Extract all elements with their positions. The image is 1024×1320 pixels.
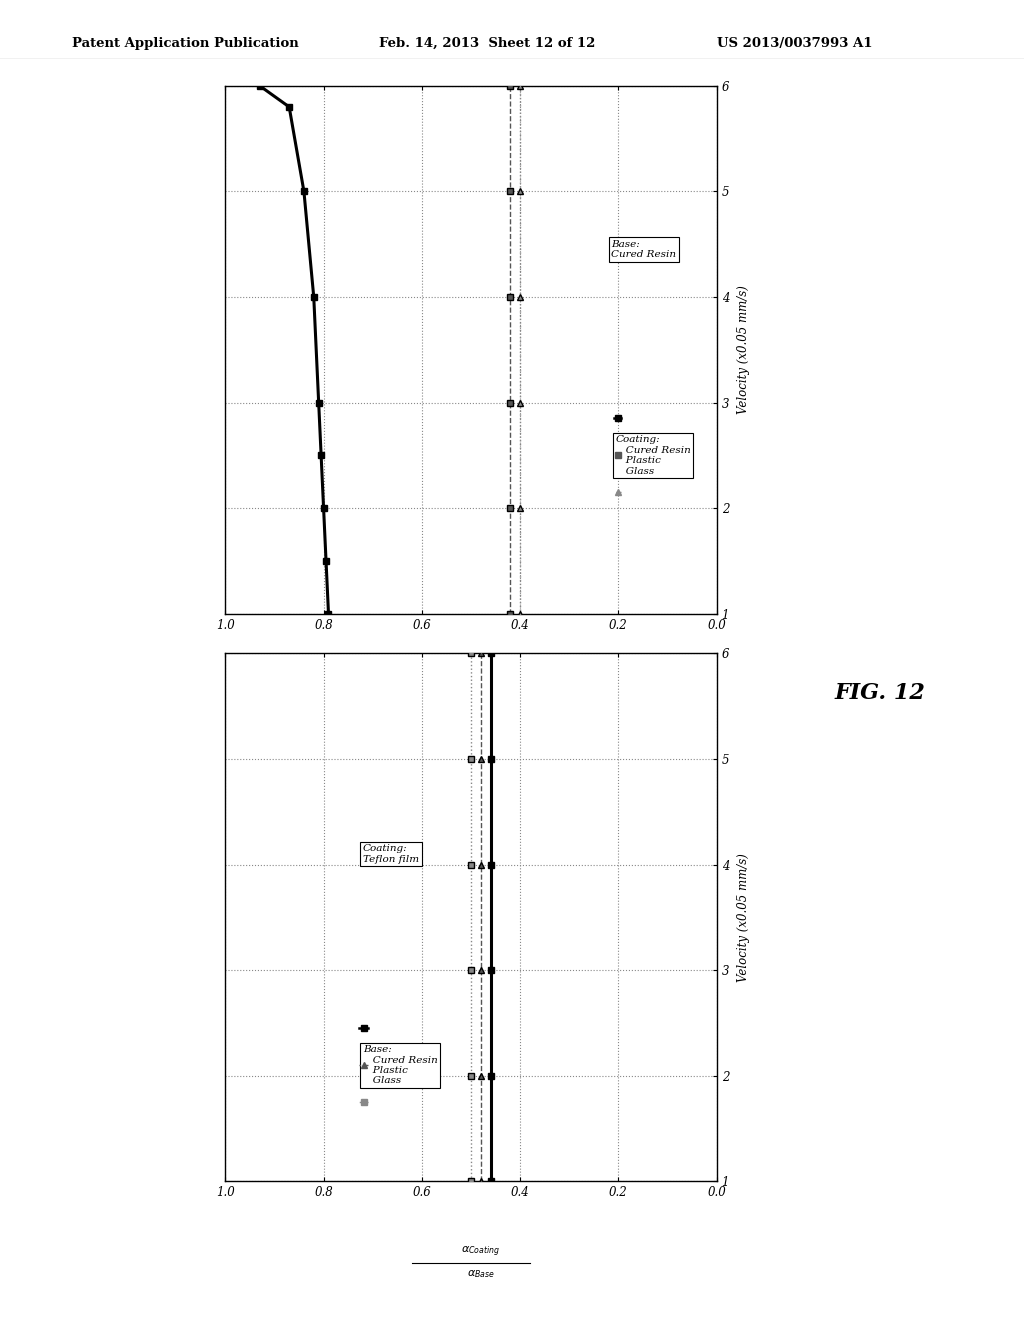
- Text: Base:
   Cured Resin
   Plastic
   Glass: Base: Cured Resin Plastic Glass: [362, 1045, 437, 1085]
- Text: $\alpha_{Coating}$: $\alpha_{Coating}$: [462, 677, 501, 692]
- Y-axis label: Velocity (x0.05 mm/s): Velocity (x0.05 mm/s): [737, 285, 751, 414]
- Text: $\alpha_{Coating}$: $\alpha_{Coating}$: [462, 1245, 501, 1259]
- Text: Feb. 14, 2013  Sheet 12 of 12: Feb. 14, 2013 Sheet 12 of 12: [379, 37, 595, 50]
- Text: $\alpha_{Base}$: $\alpha_{Base}$: [467, 701, 495, 713]
- Text: Base:
Cured Resin: Base: Cured Resin: [611, 240, 676, 259]
- Text: $\alpha_{Base}$: $\alpha_{Base}$: [467, 1269, 495, 1280]
- Text: Coating:
   Cured Resin
   Plastic
   Glass: Coating: Cured Resin Plastic Glass: [616, 436, 691, 475]
- Text: FIG. 12: FIG. 12: [835, 682, 926, 704]
- Text: Coating:
Teflon film: Coating: Teflon film: [362, 845, 419, 863]
- Text: US 2013/0037993 A1: US 2013/0037993 A1: [717, 37, 872, 50]
- Text: Patent Application Publication: Patent Application Publication: [72, 37, 298, 50]
- Y-axis label: Velocity (x0.05 mm/s): Velocity (x0.05 mm/s): [737, 853, 751, 982]
